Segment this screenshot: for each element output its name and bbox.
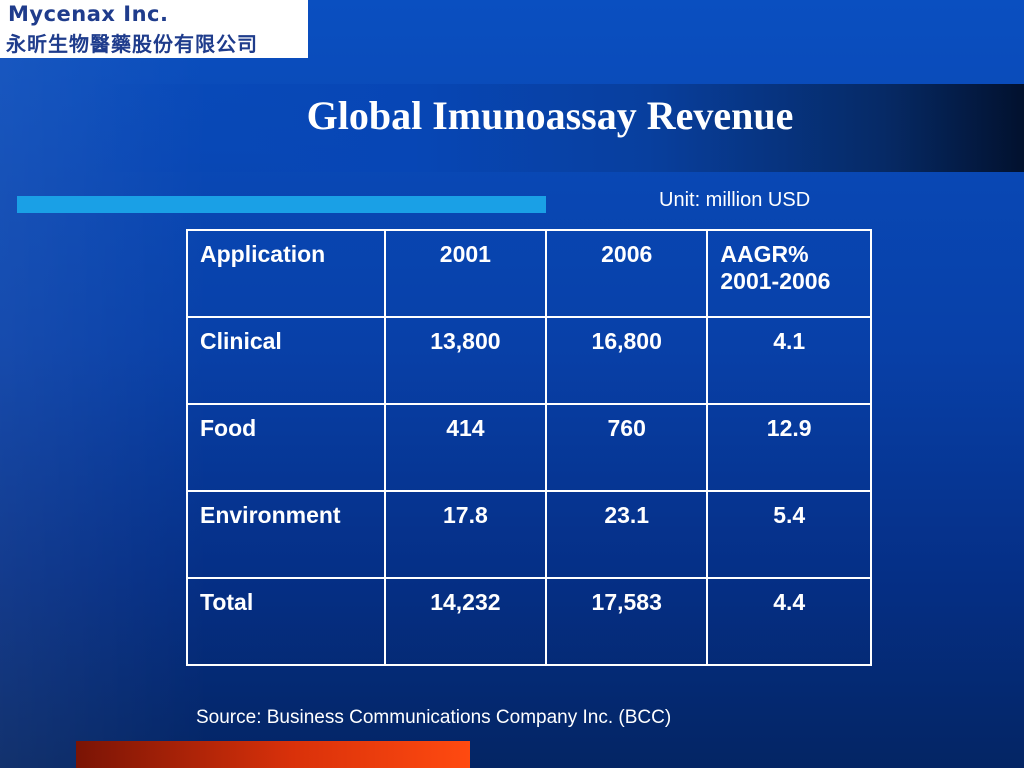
row-application: Total <box>186 577 386 666</box>
row-aagr-value: 5.4 <box>706 490 872 579</box>
accent-bar <box>17 196 546 213</box>
table-row: Environment 17.8 23.1 5.4 <box>186 490 872 579</box>
row-2006-value: 16,800 <box>545 316 709 405</box>
table-row: Clinical 13,800 16,800 4.1 <box>186 316 872 405</box>
unit-label: Unit: million USD <box>659 189 811 211</box>
table-header-row: Application 2001 2006 AAGR% 2001-2006 <box>186 229 872 318</box>
source-note: Source: Business Communications Company … <box>196 707 672 728</box>
header-2006: 2006 <box>545 229 709 318</box>
row-aagr-value: 4.4 <box>706 577 872 666</box>
row-2001-value: 17.8 <box>383 490 548 579</box>
table-row: Food 414 760 12.9 <box>186 403 872 492</box>
table-row: Total 14,232 17,583 4.4 <box>186 577 872 666</box>
row-aagr-value: 12.9 <box>706 403 872 492</box>
row-2001-value: 14,232 <box>383 577 548 666</box>
row-2006-value: 760 <box>545 403 709 492</box>
row-application: Clinical <box>186 316 386 405</box>
footer-bar <box>76 741 470 768</box>
row-2006-value: 23.1 <box>545 490 709 579</box>
row-application: Food <box>186 403 386 492</box>
row-aagr-value: 4.1 <box>706 316 872 405</box>
revenue-table: Application 2001 2006 AAGR% 2001-2006 Cl… <box>186 229 872 666</box>
row-2006-value: 17,583 <box>545 577 709 666</box>
logo-company-name: Mycenax Inc. <box>8 2 169 26</box>
header-aagr-line1: AAGR% <box>720 241 809 267</box>
row-2001-value: 414 <box>383 403 548 492</box>
company-logo: Mycenax Inc. 永昕生物醫藥股份有限公司 <box>0 0 308 58</box>
row-application: Environment <box>186 490 386 579</box>
header-application: Application <box>186 229 386 318</box>
logo-company-name-chinese: 永昕生物醫藥股份有限公司 <box>6 32 258 56</box>
header-2001: 2001 <box>383 229 548 318</box>
row-2001-value: 13,800 <box>383 316 548 405</box>
header-aagr-line2: 2001-2006 <box>720 268 831 294</box>
title-band <box>85 84 1024 172</box>
header-aagr: AAGR% 2001-2006 <box>706 229 872 318</box>
slide-title: Global Imunoassay Revenue <box>306 93 794 138</box>
